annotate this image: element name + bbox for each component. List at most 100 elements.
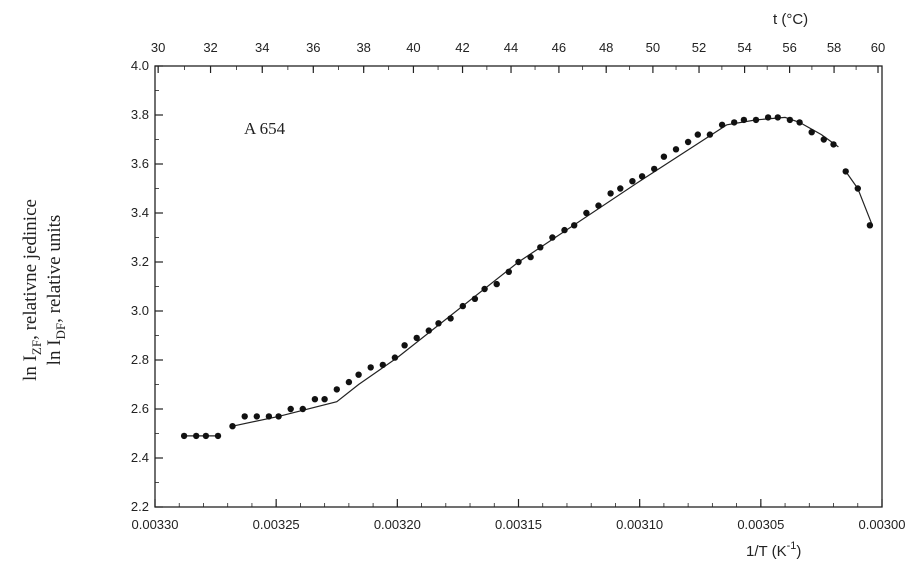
y-axis-title-line1-sub: ZF bbox=[29, 340, 44, 355]
x-tick-label: 0.00325 bbox=[253, 517, 300, 532]
data-point bbox=[583, 209, 590, 217]
x-axis-title-sup: -1 bbox=[787, 540, 797, 552]
data-point bbox=[447, 315, 454, 322]
data-point bbox=[193, 432, 200, 440]
data-point bbox=[537, 244, 544, 251]
x-tick-label: 0.00310 bbox=[616, 517, 663, 532]
x-axis-title: 1/T (K-1) bbox=[746, 540, 801, 560]
top-tick-label: 60 bbox=[871, 40, 885, 55]
data-point bbox=[505, 268, 512, 275]
data-point bbox=[595, 202, 602, 209]
data-point bbox=[367, 364, 374, 371]
y-tick-label: 2.8 bbox=[131, 352, 149, 367]
x-axis-title-end: ) bbox=[796, 543, 801, 560]
tick-labels: 0.00330 0.00325 0.00320 0.00315 0.00310 0.003… bbox=[131, 40, 906, 532]
y-tick-label: 3.6 bbox=[131, 156, 149, 171]
y-tick-label: 3.8 bbox=[131, 107, 149, 122]
top-axis-title: t (°C) bbox=[773, 11, 808, 28]
x-tick-label: 0.00330 bbox=[132, 517, 179, 532]
data-point bbox=[287, 405, 294, 413]
y-axis-title-line1: ln IZF, relativne jedinice bbox=[20, 199, 44, 381]
top-tick-label: 48 bbox=[599, 40, 613, 55]
data-point bbox=[493, 280, 500, 288]
data-point bbox=[740, 116, 748, 124]
top-tick-label: 36 bbox=[306, 40, 320, 55]
top-tick-label: 52 bbox=[692, 40, 706, 55]
annotation: A 654 bbox=[244, 119, 286, 138]
y-tick-label: 2.6 bbox=[131, 401, 149, 416]
data-point bbox=[379, 361, 386, 369]
y-axis-title-line2-main: ln I bbox=[44, 339, 65, 365]
data-point bbox=[660, 153, 668, 160]
data-point bbox=[471, 295, 479, 302]
data-point bbox=[808, 129, 815, 136]
data-point bbox=[241, 413, 248, 420]
x-tick-label: 0.00300 bbox=[859, 517, 906, 532]
data-point bbox=[202, 432, 210, 440]
data-point bbox=[355, 371, 362, 378]
data-point bbox=[629, 178, 636, 185]
data-point bbox=[786, 116, 794, 124]
data-point bbox=[561, 226, 568, 234]
data-point bbox=[842, 168, 849, 175]
data-point bbox=[731, 119, 738, 126]
data-point bbox=[229, 423, 236, 430]
y-axis-title-line2: ln IDF, relative units bbox=[44, 215, 68, 366]
data-point bbox=[796, 119, 803, 126]
data-point bbox=[391, 354, 399, 361]
fit-line bbox=[232, 116, 839, 427]
top-tick-label: 40 bbox=[406, 40, 420, 55]
data-point bbox=[311, 396, 319, 403]
y-tick-label: 3.4 bbox=[131, 205, 149, 220]
data-point bbox=[651, 165, 658, 173]
data-point bbox=[694, 131, 701, 138]
y-axis-title-line2-sub: DF bbox=[53, 323, 68, 340]
data-point bbox=[435, 320, 442, 327]
y-axis-title-line1-main: ln I bbox=[20, 355, 41, 381]
data-point bbox=[459, 302, 466, 310]
top-tick-label: 32 bbox=[203, 40, 217, 55]
x-axis-title-main: 1/T (K bbox=[746, 543, 787, 560]
top-tick-label: 34 bbox=[255, 40, 269, 55]
data-point bbox=[425, 327, 432, 334]
data-point bbox=[672, 146, 680, 153]
data-point bbox=[214, 432, 222, 440]
data-point bbox=[820, 136, 827, 143]
data-point bbox=[638, 173, 646, 180]
data-point bbox=[607, 190, 614, 197]
data-point bbox=[321, 396, 328, 403]
fit-line bbox=[845, 171, 873, 226]
y-tick-label: 2.4 bbox=[131, 450, 149, 465]
data-point bbox=[265, 413, 273, 420]
y-axis-title-line2-rest: , relative units bbox=[44, 215, 65, 323]
data-point bbox=[718, 121, 726, 128]
fit-lines bbox=[184, 116, 873, 437]
top-tick-label: 46 bbox=[552, 40, 566, 55]
top-tick-label: 54 bbox=[737, 40, 751, 55]
y-tick-label: 4.0 bbox=[131, 58, 149, 73]
data-point bbox=[527, 253, 534, 261]
data-point bbox=[774, 114, 781, 121]
data-point bbox=[515, 258, 522, 266]
data-point bbox=[617, 185, 624, 192]
data-point bbox=[481, 285, 488, 293]
data-point bbox=[345, 378, 353, 386]
top-tick-label: 38 bbox=[356, 40, 370, 55]
top-tick-label: 30 bbox=[151, 40, 165, 55]
data-point bbox=[752, 116, 760, 124]
y-axis-title-line1-rest: , relativne jedinice bbox=[20, 199, 41, 340]
data-point bbox=[764, 114, 772, 121]
data-point bbox=[684, 138, 692, 146]
data-point bbox=[866, 222, 874, 229]
y-tick-label: 3.2 bbox=[131, 254, 149, 269]
data-point bbox=[571, 222, 578, 229]
top-tick-label: 50 bbox=[646, 40, 660, 55]
top-tick-label: 42 bbox=[455, 40, 469, 55]
data-point bbox=[706, 131, 714, 138]
data-points bbox=[180, 114, 874, 440]
axis-ticks bbox=[154, 65, 883, 508]
data-point bbox=[299, 405, 306, 413]
data-point bbox=[253, 413, 260, 420]
top-tick-label: 58 bbox=[827, 40, 841, 55]
